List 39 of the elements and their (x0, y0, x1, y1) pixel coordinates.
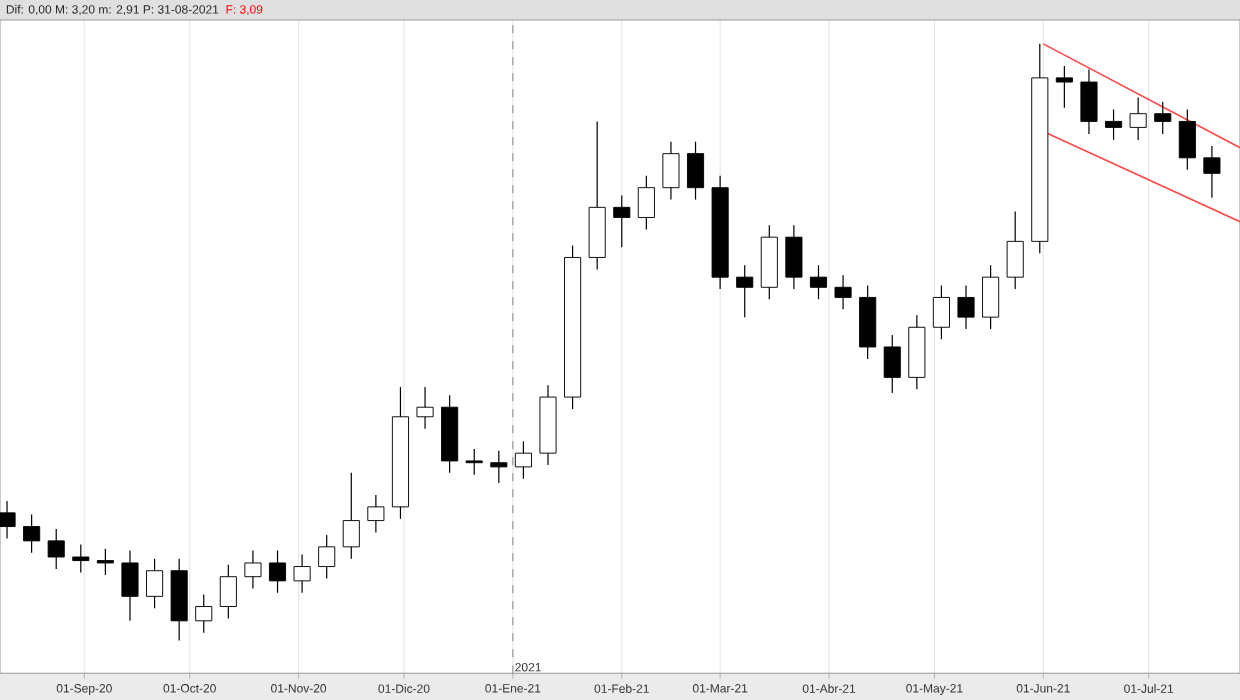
candlestick (736, 264, 754, 318)
candlestick (342, 472, 360, 560)
candlestick (957, 284, 975, 330)
candlestick (72, 543, 90, 574)
candlestick (0, 500, 16, 540)
candlestick (809, 264, 828, 300)
candlestick (637, 175, 655, 231)
candlestick (293, 554, 311, 594)
candlestick (268, 549, 287, 594)
candlestick (662, 141, 680, 201)
candlestick (1080, 68, 1098, 135)
candlestick (195, 593, 213, 634)
candlestick (23, 514, 41, 554)
candlestick (121, 549, 139, 622)
candlestick (932, 284, 950, 340)
candlestick (1055, 65, 1073, 109)
candlestick (318, 534, 336, 580)
candlestick (514, 440, 532, 480)
candlestick (883, 334, 901, 394)
candlestick (613, 194, 631, 248)
candlestick (1006, 210, 1024, 290)
candlestick (219, 564, 237, 620)
candlestick (1203, 145, 1221, 199)
candlestick (367, 494, 385, 534)
candlestick (416, 386, 434, 430)
candlestick (465, 448, 483, 476)
candlestick (1105, 108, 1123, 141)
candlestick (244, 549, 262, 590)
candlestick (1129, 96, 1147, 141)
candlestick (834, 274, 852, 310)
candlestick (785, 224, 803, 290)
candlestick (1178, 108, 1196, 171)
candlestick (490, 450, 508, 484)
candlestick (96, 548, 114, 576)
candlestick (686, 141, 705, 201)
candlestick (47, 528, 65, 570)
candlestick (982, 264, 1000, 330)
candlestick (1154, 101, 1172, 135)
candlestick (146, 558, 164, 609)
